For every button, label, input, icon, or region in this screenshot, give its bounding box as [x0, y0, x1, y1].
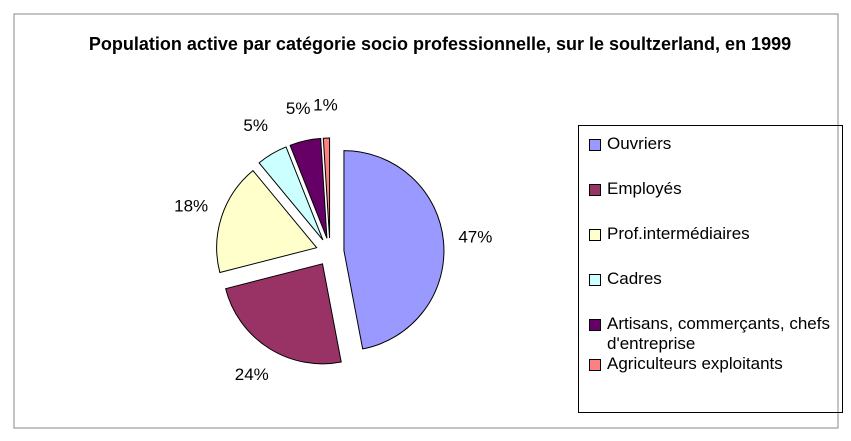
data-label: 1% [313, 96, 338, 115]
pie-slice [216, 169, 318, 274]
data-label: 5% [243, 116, 268, 135]
legend-swatch [589, 359, 601, 371]
legend-item: Cadres [585, 269, 836, 289]
legend-label: Agriculteurs exploitants [607, 354, 783, 373]
data-label: 18% [174, 196, 208, 215]
data-label: 24% [235, 365, 269, 384]
legend-swatch [589, 184, 601, 196]
legend: Ouvriers Employés Prof.intermédiaires Cadre… [578, 125, 843, 413]
legend-swatch [589, 319, 601, 331]
pie-slice [343, 150, 445, 350]
pie-slice [258, 146, 324, 241]
data-label: 5% [286, 99, 311, 118]
chart-border [13, 13, 839, 429]
legend-swatch [589, 229, 601, 241]
legend-item: Prof.intermédiaires [585, 224, 836, 244]
legend-item: Agriculteurs exploitants [585, 354, 836, 374]
legend-label: Employés [607, 179, 682, 198]
legend-swatch [589, 139, 601, 151]
legend-item: Artisans, commerçants, chefs d'entrepris… [585, 314, 836, 354]
legend-label: Prof.intermédiaires [607, 224, 750, 243]
pie-slice [225, 263, 342, 365]
legend-item: Ouvriers [585, 134, 836, 154]
legend-item: Employés [585, 179, 836, 199]
legend-label: Artisans, commerçants, chefs d'entrepris… [607, 314, 830, 353]
legend-label: Ouvriers [607, 134, 672, 153]
chart-title: Population active par catégorie socio pr… [88, 34, 792, 54]
data-label: 47% [458, 228, 492, 247]
pie-slice [322, 137, 331, 239]
legend-label: Cadres [607, 269, 662, 288]
pie-slice [289, 138, 328, 239]
legend-swatch [589, 274, 601, 286]
